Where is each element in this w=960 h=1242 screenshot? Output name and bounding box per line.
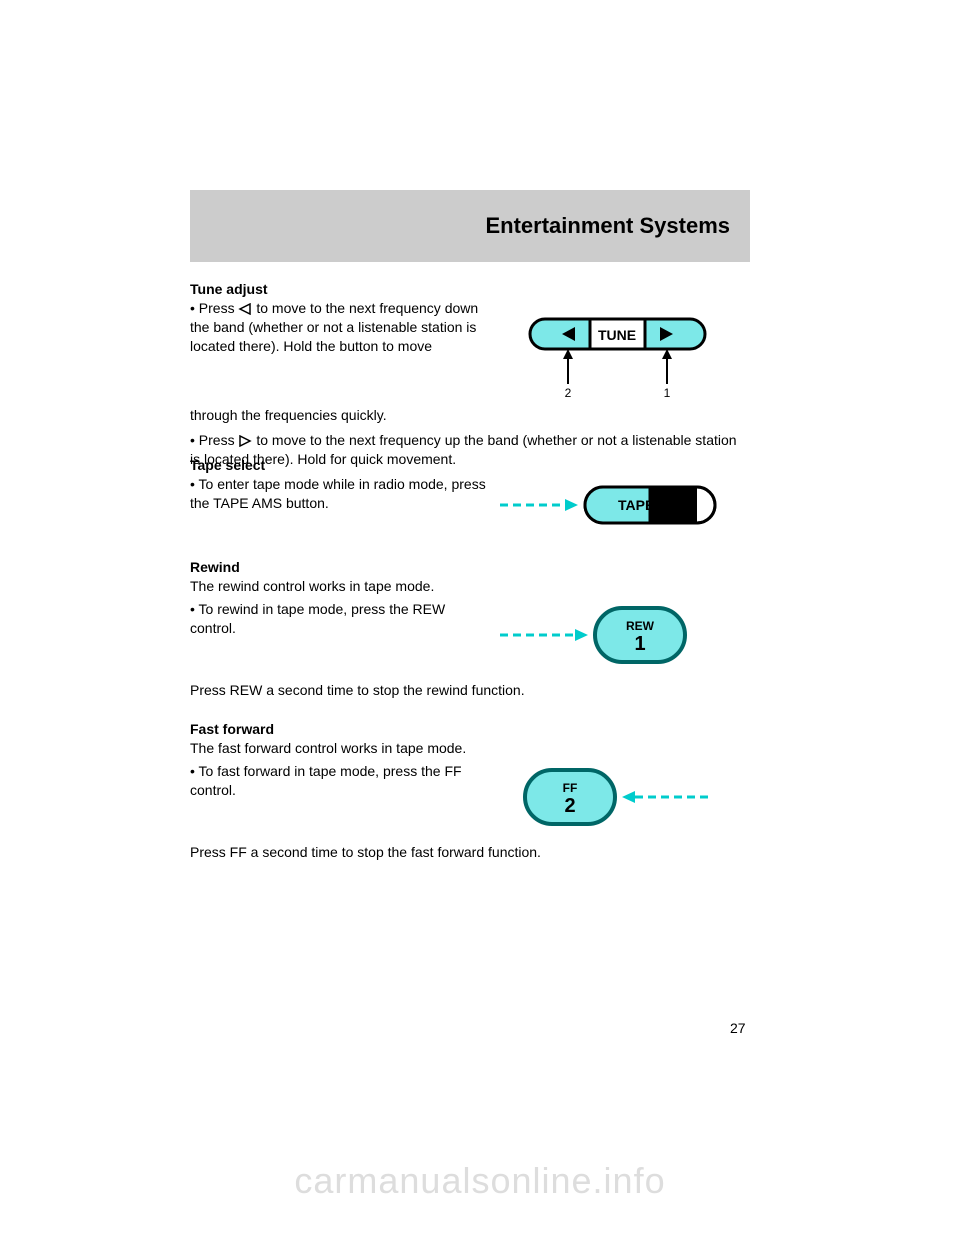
svg-text:REW: REW — [626, 619, 655, 633]
svg-text:1: 1 — [634, 633, 645, 655]
triangle-left-icon — [238, 303, 252, 315]
ff-button-diagram: FF 2 — [490, 762, 750, 837]
svg-text:TAPE: TAPE — [618, 497, 654, 513]
page-number: 27 — [730, 1020, 746, 1036]
rew-heading: Rewind — [190, 558, 750, 577]
header-title: Entertainment Systems — [485, 213, 730, 239]
tune-line1a: • Press — [190, 300, 235, 316]
watermark: carmanualsonline.info — [0, 1160, 960, 1202]
svg-text:2: 2 — [565, 386, 572, 399]
svg-text:1: 1 — [664, 386, 671, 399]
tune-diagram: TUNE 2 1 — [490, 299, 750, 404]
rew-line1: The rewind control works in tape mode. — [190, 577, 750, 596]
svg-text:2: 2 — [564, 795, 575, 817]
svg-text:FF: FF — [563, 781, 578, 795]
tape-heading: Tape select — [190, 456, 750, 475]
ff-line2: • To fast forward in tape mode, press th… — [190, 762, 490, 800]
tune-text-block: • Press to move to the next frequency do… — [190, 299, 490, 404]
triangle-right-icon — [238, 435, 252, 447]
ff-heading: Fast forward — [190, 720, 750, 739]
tune-line2: through the frequencies quickly. — [190, 406, 750, 425]
ff-line1: The fast forward control works in tape m… — [190, 739, 750, 758]
rew-button-diagram: REW 1 — [490, 600, 750, 675]
section-header: Entertainment Systems — [190, 190, 750, 262]
rew-line3: Press REW a second time to stop the rewi… — [190, 681, 750, 700]
ff-line3: Press FF a second time to stop the fast … — [190, 843, 750, 862]
tape-button-diagram: TAPE — [490, 475, 750, 540]
tape-line1: • To enter tape mode while in radio mode… — [190, 475, 490, 513]
tune-heading: Tune adjust — [190, 280, 750, 299]
tune-label: TUNE — [598, 327, 636, 343]
rew-line2: • To rewind in tape mode, press the REW … — [190, 600, 490, 638]
